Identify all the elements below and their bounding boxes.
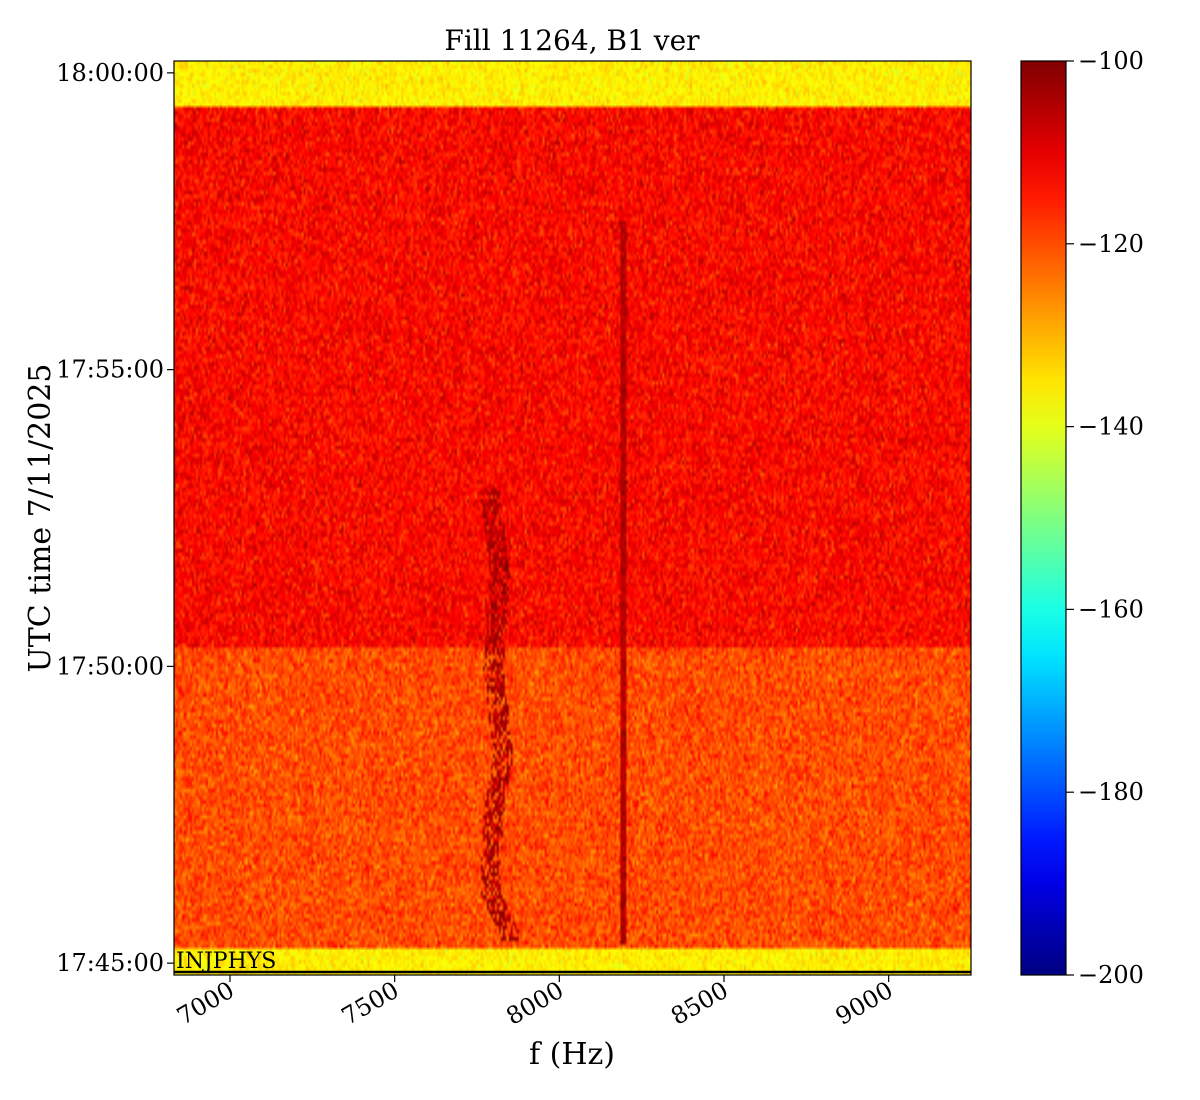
colorbar-tick-label: −120 bbox=[1078, 230, 1144, 258]
y-axis: 17:45:00 17:50:00 17:55:00 18:00:00 bbox=[56, 59, 174, 977]
chart-title: Fill 11264, B1 ver bbox=[444, 24, 700, 57]
colorbar-tick-label: −100 bbox=[1078, 47, 1144, 75]
y-tick-label: 17:50:00 bbox=[56, 652, 164, 680]
colorbar-tick-label: −200 bbox=[1078, 961, 1144, 989]
y-tick-label: 18:00:00 bbox=[56, 59, 164, 87]
y-axis-label: UTC time 7/11/2025 bbox=[23, 364, 58, 673]
x-tick-label: 8000 bbox=[501, 976, 568, 1031]
x-tick-label: 8500 bbox=[666, 976, 733, 1031]
colorbar-tick-label: −140 bbox=[1078, 413, 1144, 441]
x-tick-label: 7000 bbox=[172, 976, 239, 1031]
x-tick-label: 7500 bbox=[337, 976, 404, 1031]
y-tick-label: 17:55:00 bbox=[56, 356, 164, 384]
colorbar-tick-label: −180 bbox=[1078, 778, 1144, 806]
injphys-label: INJPHYS bbox=[176, 949, 276, 974]
x-tick-label: 9000 bbox=[831, 976, 898, 1031]
x-axis: 7000 7500 8000 8500 9000 bbox=[172, 975, 898, 1031]
colorbar-ticks: −100 −120 −140 −160 −180 −200 bbox=[1066, 47, 1144, 989]
plot-frame bbox=[173, 60, 972, 976]
colorbar-gradient bbox=[1020, 60, 1067, 976]
heatmap-cells bbox=[174, 61, 971, 975]
x-axis-label: f (Hz) bbox=[529, 1037, 615, 1072]
heatmap-plot-area: INJPHYS bbox=[173, 60, 972, 976]
y-tick-label: 17:45:00 bbox=[56, 949, 164, 977]
colorbar: −100 −120 −140 −160 −180 −200 bbox=[1020, 47, 1144, 989]
colorbar-tick-label: −160 bbox=[1078, 595, 1144, 623]
